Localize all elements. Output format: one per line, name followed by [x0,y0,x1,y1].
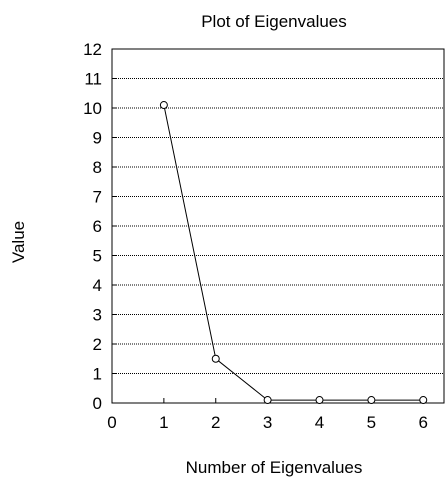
y-tick-label: 4 [93,276,102,295]
y-tick-label: 1 [93,365,102,384]
x-tick-label: 5 [367,413,376,432]
chart-title: Plot of Eigenvalues [201,12,347,31]
data-point [419,396,428,405]
x-tick-label: 4 [315,413,324,432]
y-tick-label: 9 [93,129,102,148]
x-tick-label: 2 [211,413,220,432]
y-tick-label: 10 [83,99,102,118]
data-point [315,396,324,405]
y-tick-label: 3 [93,306,102,325]
x-tick-label: 6 [419,413,428,432]
series-layer [159,101,428,405]
x-tick-label: 3 [263,413,272,432]
y-tick-label: 7 [93,188,102,207]
y-tick-label: 5 [93,247,102,266]
y-tick-label: 6 [93,217,102,236]
data-point [367,396,376,405]
series-line [163,104,424,401]
y-tick-label: 2 [93,335,102,354]
y-tick-label: 0 [93,394,102,413]
y-tick-label: 8 [93,158,102,177]
data-point [159,101,168,110]
x-tick-label: 0 [107,413,116,432]
y-tick-label: 11 [84,70,102,89]
data-point [211,354,220,363]
x-axis-title: Number of Eigenvalues [186,458,363,477]
grid-lines [112,78,444,374]
data-point [263,396,272,405]
y-axis-title: Value [9,221,28,263]
x-tick-label: 1 [159,413,168,432]
y-tick-label: 12 [83,40,102,59]
